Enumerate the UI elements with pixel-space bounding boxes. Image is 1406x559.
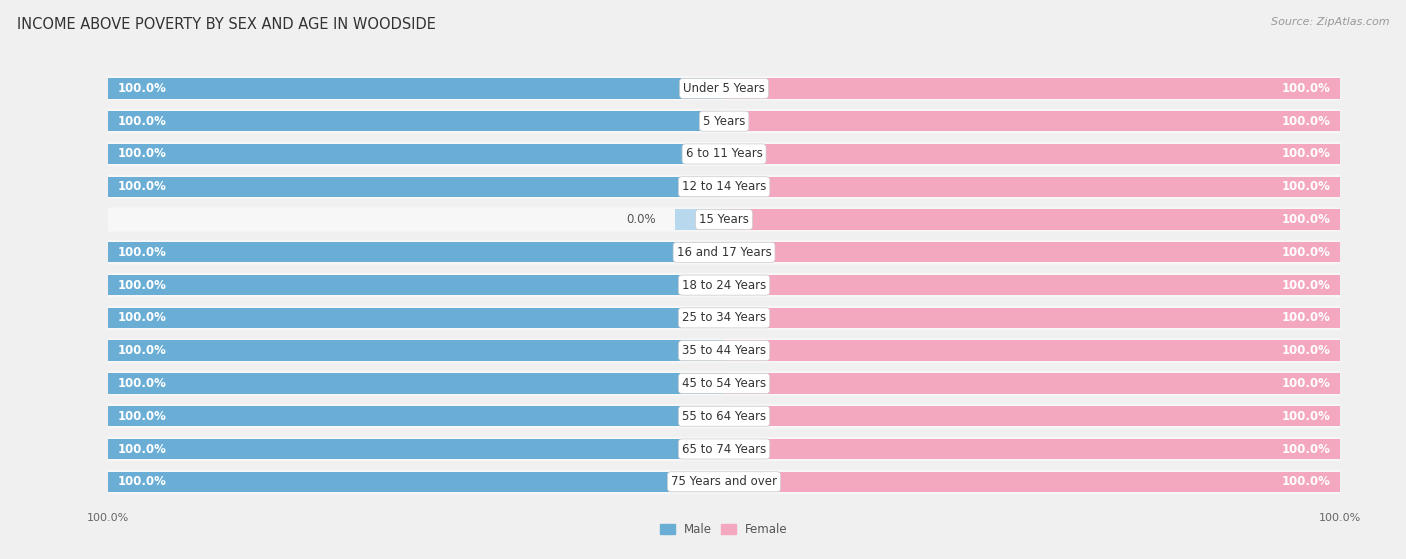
Text: 100.0%: 100.0% (1282, 443, 1331, 456)
FancyBboxPatch shape (108, 240, 1340, 264)
Text: 100.0%: 100.0% (117, 475, 166, 489)
FancyBboxPatch shape (108, 404, 1340, 428)
Text: 100.0%: 100.0% (117, 410, 166, 423)
Bar (724, 78, 1340, 98)
Text: 100.0%: 100.0% (117, 278, 166, 292)
Legend: Male, Female: Male, Female (655, 518, 793, 541)
Bar (108, 406, 724, 427)
Text: 45 to 54 Years: 45 to 54 Years (682, 377, 766, 390)
FancyBboxPatch shape (108, 207, 1340, 231)
Bar (724, 307, 1340, 328)
Text: 25 to 34 Years: 25 to 34 Years (682, 311, 766, 324)
Bar (724, 210, 1340, 230)
Text: 100.0%: 100.0% (117, 82, 166, 95)
Bar (108, 439, 724, 459)
Text: 100.0%: 100.0% (117, 377, 166, 390)
Bar (108, 472, 724, 492)
Bar (724, 111, 1340, 131)
FancyBboxPatch shape (108, 306, 1340, 330)
Text: 100.0%: 100.0% (117, 311, 166, 324)
Text: 100.0%: 100.0% (117, 344, 166, 357)
Bar (724, 144, 1340, 164)
Text: 100.0%: 100.0% (1282, 180, 1331, 193)
FancyBboxPatch shape (108, 76, 1340, 101)
Text: 100.0%: 100.0% (1282, 213, 1331, 226)
Text: 100.0%: 100.0% (1282, 344, 1331, 357)
Text: 100.0%: 100.0% (1282, 148, 1331, 160)
Bar (108, 275, 724, 295)
FancyBboxPatch shape (108, 174, 1340, 199)
Bar (108, 307, 724, 328)
Text: 65 to 74 Years: 65 to 74 Years (682, 443, 766, 456)
Text: 100.0%: 100.0% (1282, 377, 1331, 390)
Bar (724, 275, 1340, 295)
FancyBboxPatch shape (108, 470, 1340, 494)
Bar (108, 340, 724, 361)
Bar (724, 242, 1340, 263)
Text: Under 5 Years: Under 5 Years (683, 82, 765, 95)
Bar (108, 177, 724, 197)
Text: 0.0%: 0.0% (627, 213, 657, 226)
Bar (675, 210, 724, 230)
Text: 100.0%: 100.0% (117, 443, 166, 456)
Text: Source: ZipAtlas.com: Source: ZipAtlas.com (1271, 17, 1389, 27)
Text: 75 Years and over: 75 Years and over (671, 475, 778, 489)
FancyBboxPatch shape (108, 371, 1340, 396)
FancyBboxPatch shape (108, 339, 1340, 363)
Bar (724, 177, 1340, 197)
Text: 6 to 11 Years: 6 to 11 Years (686, 148, 762, 160)
Bar (724, 406, 1340, 427)
Text: 100.0%: 100.0% (117, 180, 166, 193)
Bar (724, 373, 1340, 394)
Text: 100.0%: 100.0% (1282, 115, 1331, 127)
Bar (724, 340, 1340, 361)
Bar (724, 472, 1340, 492)
FancyBboxPatch shape (108, 109, 1340, 133)
Text: 15 Years: 15 Years (699, 213, 749, 226)
Text: 100.0%: 100.0% (1282, 246, 1331, 259)
Text: 100.0%: 100.0% (1282, 278, 1331, 292)
Text: 100.0%: 100.0% (1282, 410, 1331, 423)
Text: 100.0%: 100.0% (117, 246, 166, 259)
Text: INCOME ABOVE POVERTY BY SEX AND AGE IN WOODSIDE: INCOME ABOVE POVERTY BY SEX AND AGE IN W… (17, 17, 436, 32)
FancyBboxPatch shape (108, 437, 1340, 461)
FancyBboxPatch shape (108, 142, 1340, 166)
Bar (724, 439, 1340, 459)
FancyBboxPatch shape (108, 273, 1340, 297)
Bar (108, 144, 724, 164)
Text: 100.0%: 100.0% (117, 148, 166, 160)
Bar (108, 242, 724, 263)
Text: 55 to 64 Years: 55 to 64 Years (682, 410, 766, 423)
Text: 100.0%: 100.0% (1282, 475, 1331, 489)
Text: 35 to 44 Years: 35 to 44 Years (682, 344, 766, 357)
Bar (108, 373, 724, 394)
Text: 5 Years: 5 Years (703, 115, 745, 127)
Bar (108, 111, 724, 131)
Text: 100.0%: 100.0% (1282, 82, 1331, 95)
Text: 12 to 14 Years: 12 to 14 Years (682, 180, 766, 193)
Text: 100.0%: 100.0% (117, 115, 166, 127)
Bar (108, 78, 724, 98)
Text: 18 to 24 Years: 18 to 24 Years (682, 278, 766, 292)
Text: 16 and 17 Years: 16 and 17 Years (676, 246, 772, 259)
Text: 100.0%: 100.0% (1282, 311, 1331, 324)
